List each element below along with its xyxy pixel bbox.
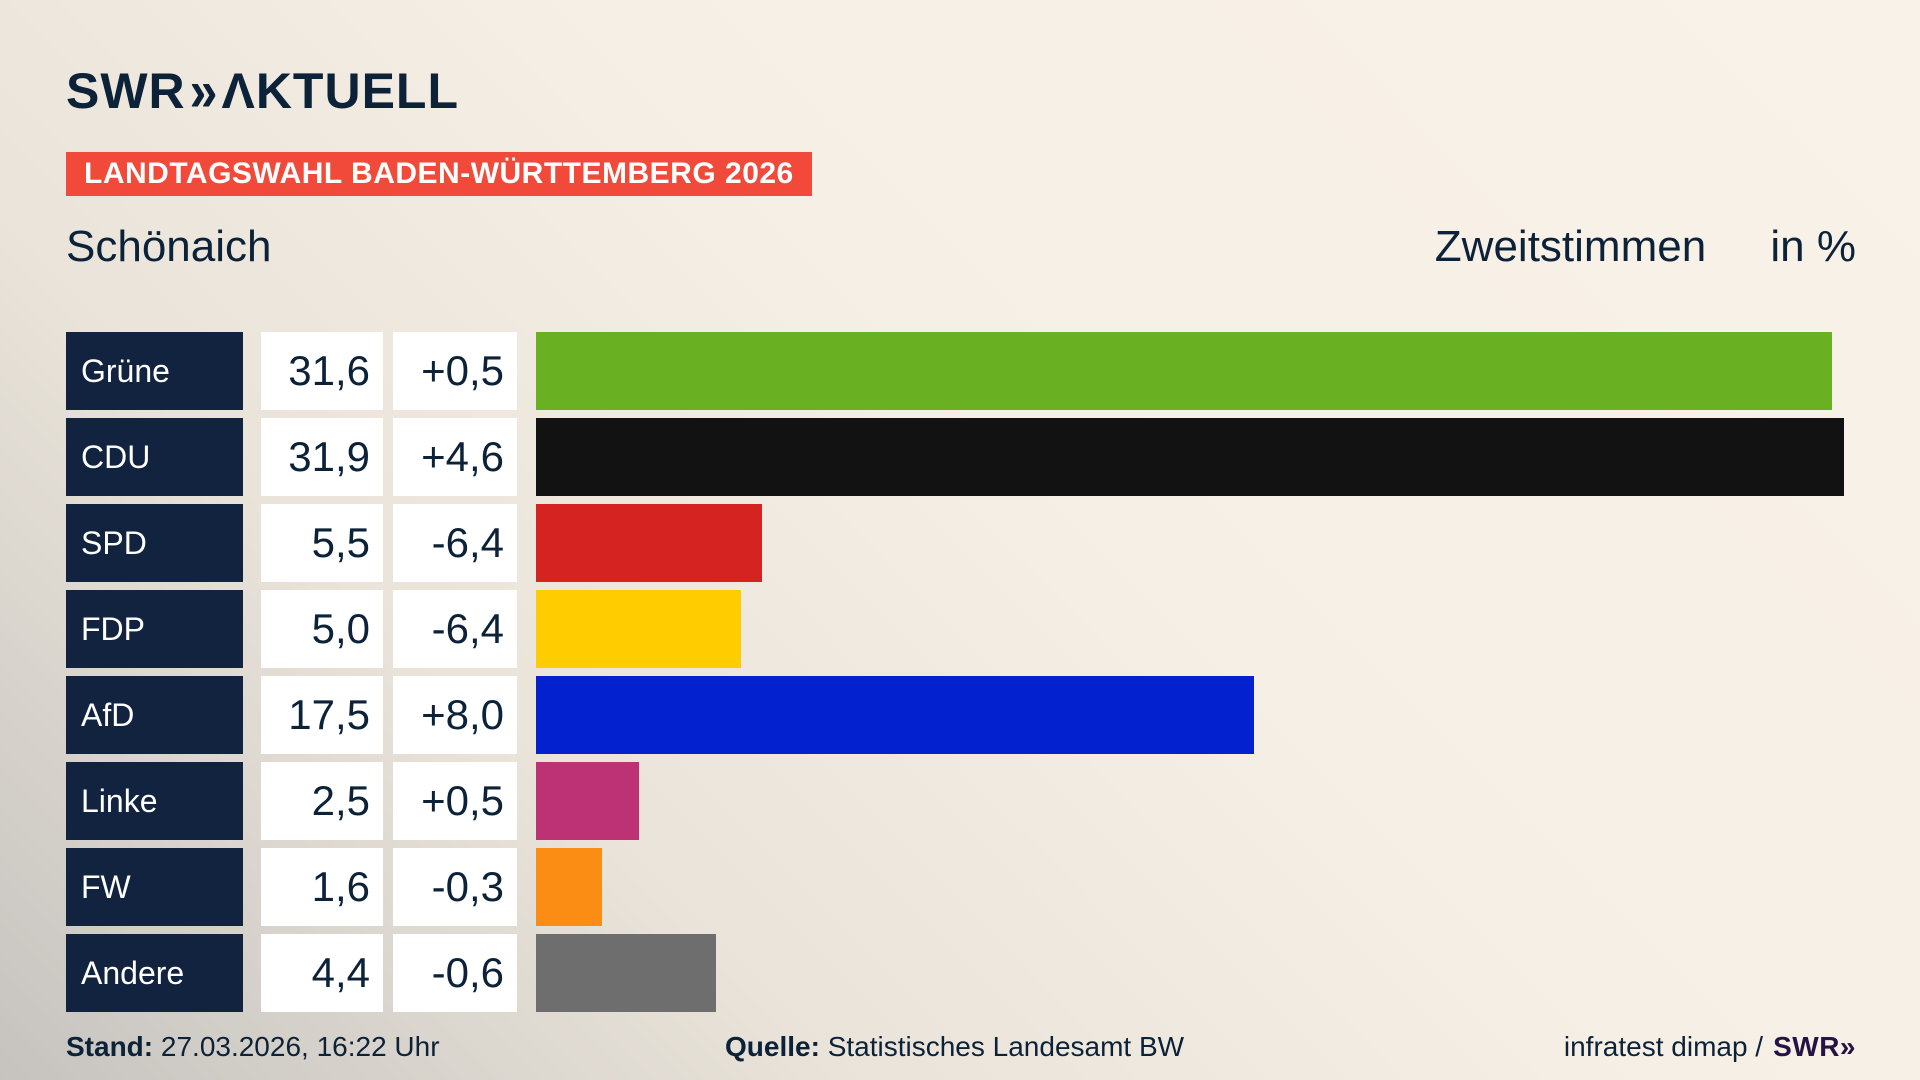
bar-area xyxy=(536,590,1856,668)
status-timestamp: Stand: 27.03.2026, 16:22 Uhr xyxy=(66,1031,440,1063)
bar-area xyxy=(536,504,1856,582)
result-bar xyxy=(536,590,741,668)
double-chevron-icon: » xyxy=(189,58,218,124)
result-bar xyxy=(536,332,1832,410)
quelle-label: Quelle: xyxy=(725,1031,820,1062)
table-row: Linke 2,5 +0,5 xyxy=(66,762,1856,840)
bar-area xyxy=(536,676,1856,754)
party-label: SPD xyxy=(66,504,243,582)
logo-swr-text: SWR xyxy=(66,63,186,119)
party-value: 31,9 xyxy=(261,418,383,496)
party-change: +4,6 xyxy=(393,418,517,496)
party-label: Andere xyxy=(66,934,243,1012)
table-row: Andere 4,4 -0,6 xyxy=(66,934,1856,1012)
results-table: Grüne 31,6 +0,5 CDU 31,9 +4,6 SPD 5,5 -6… xyxy=(66,332,1856,1012)
party-value: 4,4 xyxy=(261,934,383,1012)
table-row: FDP 5,0 -6,4 xyxy=(66,590,1856,668)
metric-label: Zweitstimmen xyxy=(1434,222,1707,271)
result-bar xyxy=(536,676,1254,754)
party-change: +0,5 xyxy=(393,332,517,410)
party-label: FDP xyxy=(66,590,243,668)
party-change: -6,4 xyxy=(393,504,517,582)
election-banner: LANDTAGSWAHL BADEN-WÜRTTEMBERG 2026 xyxy=(66,152,812,196)
metric-title: Zweitstimmen in % xyxy=(1435,222,1856,272)
table-row: SPD 5,5 -6,4 xyxy=(66,504,1856,582)
party-change: -0,3 xyxy=(393,848,517,926)
bar-area xyxy=(536,418,1856,496)
party-change: +8,0 xyxy=(393,676,517,754)
quelle-value: Statistisches Landesamt BW xyxy=(819,1031,1185,1062)
party-value: 1,6 xyxy=(261,848,383,926)
bar-area xyxy=(536,934,1856,1012)
party-value: 31,6 xyxy=(261,332,383,410)
credit-text: infratest dimap / xyxy=(1563,1031,1764,1062)
party-value: 17,5 xyxy=(261,676,383,754)
source-note: Quelle: Statistisches Landesamt BW xyxy=(725,1031,1184,1063)
result-bar xyxy=(536,848,602,926)
result-bar xyxy=(536,934,717,1012)
swr-aktuell-logo: SWR » ΛKTUELL xyxy=(66,59,460,123)
result-bar xyxy=(536,504,762,582)
party-label: FW xyxy=(66,848,243,926)
party-label: Linke xyxy=(66,762,243,840)
bar-area xyxy=(536,848,1856,926)
credit-note: infratest dimap / SWR» xyxy=(1564,1031,1856,1063)
party-change: +0,5 xyxy=(393,762,517,840)
stand-value: 27.03.2026, 16:22 Uhr xyxy=(153,1031,440,1062)
result-bar xyxy=(536,418,1844,496)
bar-area xyxy=(536,762,1856,840)
party-value: 5,0 xyxy=(261,590,383,668)
party-change: -0,6 xyxy=(393,934,517,1012)
party-value: 2,5 xyxy=(261,762,383,840)
logo-aktuell-text: ΛKTUELL xyxy=(221,63,460,119)
party-label: CDU xyxy=(66,418,243,496)
metric-unit: in % xyxy=(1770,222,1856,271)
swr-logo-small: SWR» xyxy=(1773,1031,1856,1062)
party-value: 5,5 xyxy=(261,504,383,582)
table-row: FW 1,6 -0,3 xyxy=(66,848,1856,926)
party-label: AfD xyxy=(66,676,243,754)
bar-area xyxy=(536,332,1856,410)
party-label: Grüne xyxy=(66,332,243,410)
result-bar xyxy=(536,762,639,840)
table-row: CDU 31,9 +4,6 xyxy=(66,418,1856,496)
page-title: Schönaich xyxy=(66,222,272,271)
party-change: -6,4 xyxy=(393,590,517,668)
stand-label: Stand: xyxy=(66,1031,154,1062)
table-row: Grüne 31,6 +0,5 xyxy=(66,332,1856,410)
table-row: AfD 17,5 +8,0 xyxy=(66,676,1856,754)
